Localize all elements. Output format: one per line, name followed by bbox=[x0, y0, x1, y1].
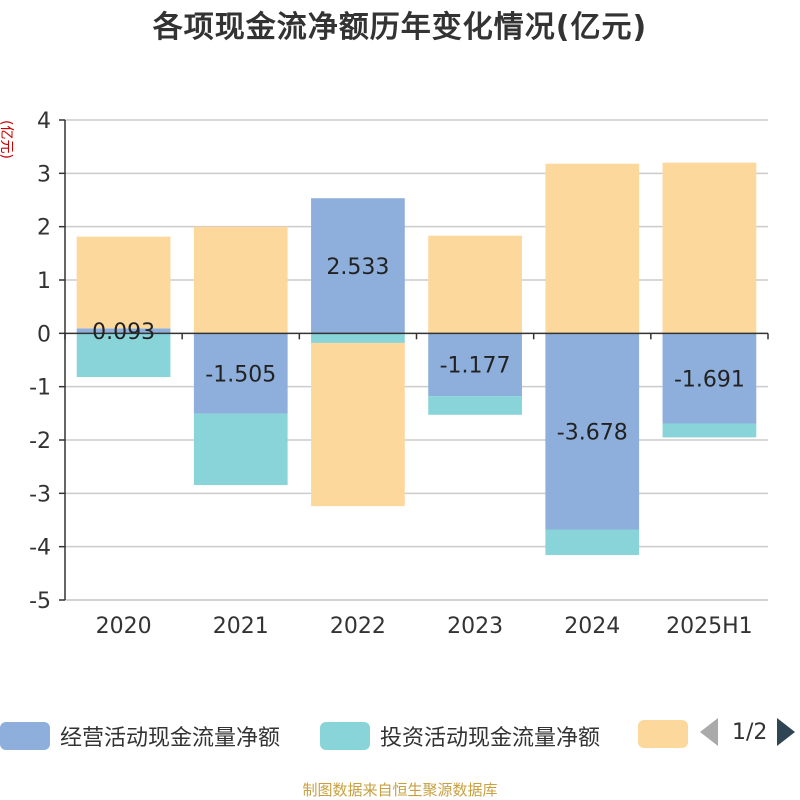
data-label: 2.533 bbox=[326, 255, 389, 280]
legend-item-investing[interactable]: 投资活动现金流量净额 bbox=[320, 720, 600, 752]
legend-next-icon[interactable] bbox=[777, 718, 796, 746]
legend-page-indicator: 1/2 bbox=[732, 719, 768, 745]
bar-segment-1 bbox=[428, 333, 522, 397]
bar-segment-1 bbox=[193, 333, 288, 414]
data-label: -1.177 bbox=[440, 354, 511, 379]
bar-chart: 4 3 2 1 0 -1 -2 -3 -4 -5 2020 2021 2022 2023 2024 2025H… bbox=[0, 109, 769, 639]
legend: 经营活动现金流量净额 投资活动现金流量净额 1/2 bbox=[0, 712, 800, 756]
y-tick-label: 0 bbox=[37, 322, 51, 347]
legend-label-operating: 经营活动现金流量净额 bbox=[60, 726, 281, 751]
x-tick-label: 2020 bbox=[96, 614, 152, 639]
legend-prev-icon[interactable] bbox=[700, 718, 718, 746]
y-tick-label: -3 bbox=[29, 482, 51, 507]
y-tick-label: 1 bbox=[37, 269, 51, 294]
legend-label-investing: 投资活动现金流量净额 bbox=[380, 726, 601, 751]
y-tick-label: 3 bbox=[37, 162, 51, 187]
bar-segment-2 bbox=[428, 396, 522, 415]
legend-swatch-third bbox=[638, 720, 688, 748]
bar-segment-2 bbox=[662, 423, 757, 438]
legend-swatch-operating bbox=[0, 722, 50, 750]
bar-segment-3 bbox=[193, 226, 288, 334]
data-label: 0.093 bbox=[92, 320, 155, 345]
x-tick-label: 2021 bbox=[213, 614, 269, 639]
bar-segment-2 bbox=[545, 529, 640, 556]
y-tick-label: -2 bbox=[29, 429, 51, 454]
bar-segment-1 bbox=[545, 333, 640, 530]
bar-segment-2 bbox=[76, 333, 171, 378]
bar-segment-2 bbox=[311, 333, 405, 343]
data-label: -1.691 bbox=[674, 367, 745, 392]
bar-segment-3 bbox=[311, 342, 405, 507]
bar-segment-2 bbox=[193, 413, 288, 486]
bar-segment-3 bbox=[545, 163, 640, 334]
bar-segment-1 bbox=[76, 328, 171, 334]
legend-item-operating[interactable]: 经营活动现金流量净额 bbox=[0, 720, 280, 752]
y-tick-label: 2 bbox=[37, 216, 51, 241]
bar-segment-3 bbox=[428, 235, 522, 334]
axes: 4 3 2 1 0 -1 -2 -3 -4 -5 2020 2021 2022 2023 2024 2025H… bbox=[29, 109, 769, 639]
x-tick-label: 2023 bbox=[447, 614, 503, 639]
y-tick-label: -1 bbox=[29, 376, 51, 401]
data-labels: 0.093 -1.505 2.533 -1.177 -3.678 -1.691 bbox=[92, 255, 745, 446]
y-tick-label: 4 bbox=[37, 109, 51, 134]
data-label: -3.678 bbox=[557, 420, 628, 445]
x-tick-label: 2022 bbox=[330, 614, 386, 639]
source-footer: 制图数据来自恒生聚源数据库 bbox=[302, 781, 498, 799]
legend-item-third[interactable] bbox=[638, 720, 688, 748]
bar-segment-3 bbox=[76, 236, 171, 329]
bar-segment-1 bbox=[662, 333, 757, 424]
chart-title: 各项现金流净额历年变化情况(亿元) bbox=[152, 10, 648, 45]
legend-swatch-investing bbox=[320, 722, 370, 750]
gridlines bbox=[65, 119, 768, 601]
y-axis-unit-label: (亿元) bbox=[0, 120, 14, 159]
x-tick-label: 2025H1 bbox=[666, 614, 753, 639]
legend-pager: 1/2 bbox=[700, 718, 796, 746]
bar-segment-1 bbox=[311, 198, 405, 334]
y-tick-label: -5 bbox=[29, 589, 51, 614]
bars bbox=[76, 162, 757, 556]
bar-segment-3 bbox=[662, 162, 757, 334]
x-tick-label: 2024 bbox=[564, 614, 620, 639]
y-tick-label: -4 bbox=[29, 536, 51, 561]
data-label: -1.505 bbox=[205, 362, 276, 387]
